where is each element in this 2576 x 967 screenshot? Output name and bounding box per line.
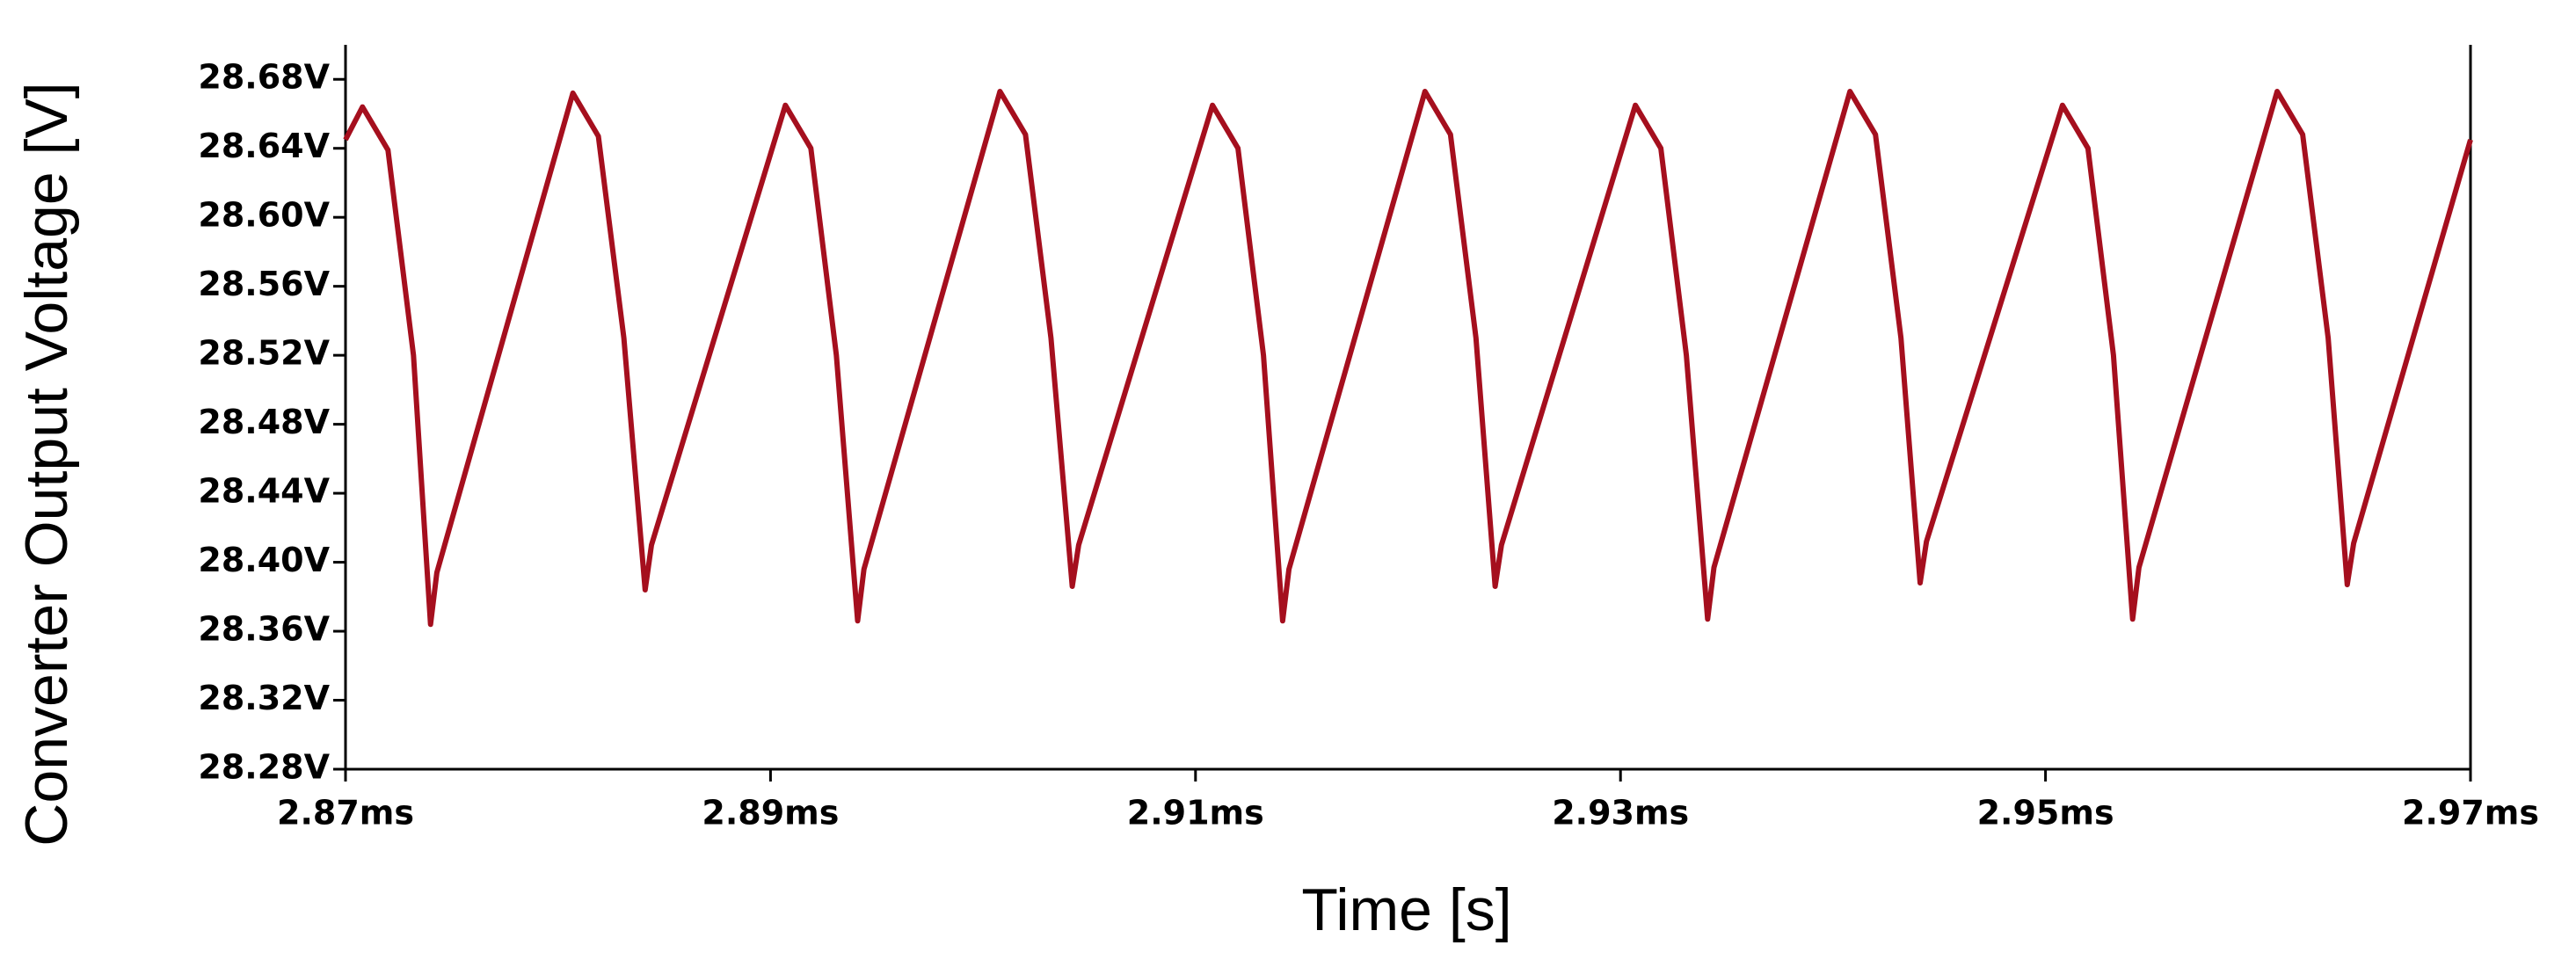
y-tick-label: 28.32V (198, 679, 330, 717)
y-tick-label: 28.60V (198, 196, 330, 235)
y-tick-label: 28.44V (198, 472, 330, 511)
x-tick-label: 2.97ms (2402, 794, 2539, 832)
x-tick-label: 2.91ms (1127, 794, 1264, 832)
x-axis-title: Time [s] (1301, 876, 1511, 943)
x-tick-label: 2.89ms (702, 794, 839, 832)
y-tick-label: 28.48V (198, 403, 330, 441)
y-tick-label: 28.36V (198, 610, 330, 649)
x-tick-label: 2.87ms (277, 794, 414, 832)
y-tick-label: 28.64V (198, 127, 330, 165)
y-tick-label: 28.28V (198, 748, 330, 787)
y-tick-label: 28.52V (198, 334, 330, 373)
y-tick-label: 28.56V (198, 265, 330, 303)
x-tick-label: 2.95ms (1977, 794, 2114, 832)
voltage-line (343, 89, 2473, 628)
x-tick-label: 2.93ms (1552, 794, 1689, 832)
y-tick-label: 28.40V (198, 541, 330, 579)
y-axis-title: Converter Output Voltage [V] (13, 82, 80, 846)
y-tick-label: 28.68V (198, 58, 330, 97)
